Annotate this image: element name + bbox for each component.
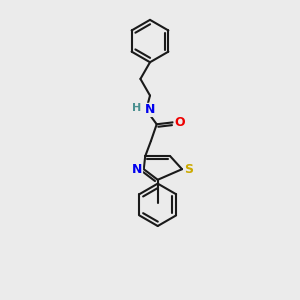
Text: H: H <box>132 103 141 113</box>
Text: S: S <box>184 163 193 176</box>
Text: O: O <box>174 116 185 129</box>
Text: N: N <box>145 103 155 116</box>
Text: N: N <box>132 163 142 176</box>
